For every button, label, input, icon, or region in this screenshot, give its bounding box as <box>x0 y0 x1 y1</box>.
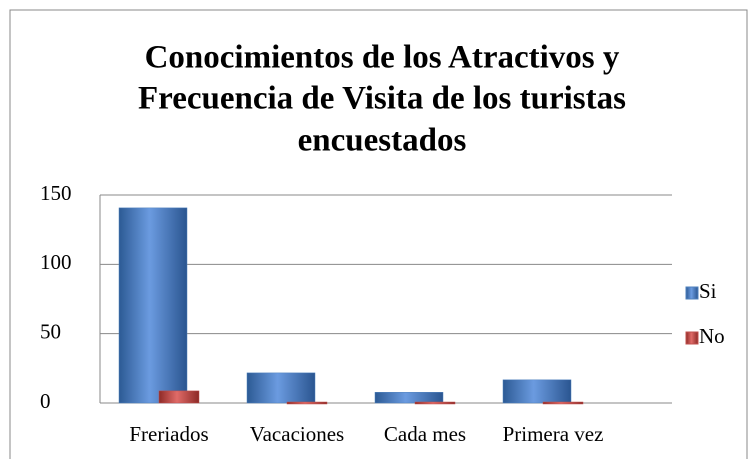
chart-border <box>9 9 748 459</box>
x-tick-label: Vacaciones <box>250 422 344 446</box>
bar <box>414 401 456 405</box>
legend-label: Si <box>699 279 717 303</box>
bar <box>158 390 200 404</box>
chart-title: encuestados <box>298 123 467 159</box>
y-tick-label: 50 <box>40 319 61 343</box>
bar <box>118 207 188 404</box>
y-tick-label: 150 <box>40 181 72 205</box>
chart-title: Conocimientos de los Atractivos y <box>145 40 620 76</box>
bar <box>374 392 444 404</box>
bar <box>246 372 316 404</box>
legend-swatch <box>685 331 699 345</box>
bar <box>502 379 572 404</box>
legend-label: No <box>699 324 725 348</box>
x-tick-label: Cada mes <box>384 422 466 446</box>
bar <box>542 401 584 405</box>
y-tick-label: 0 <box>40 389 51 413</box>
x-tick-label: Primera vez <box>503 422 604 446</box>
x-tick-label: Freriados <box>129 422 208 446</box>
chart-title: Frecuencia de Visita de los turistas <box>138 81 626 117</box>
bar <box>286 401 328 405</box>
y-tick-label: 100 <box>40 250 72 274</box>
legend-swatch <box>685 286 699 300</box>
